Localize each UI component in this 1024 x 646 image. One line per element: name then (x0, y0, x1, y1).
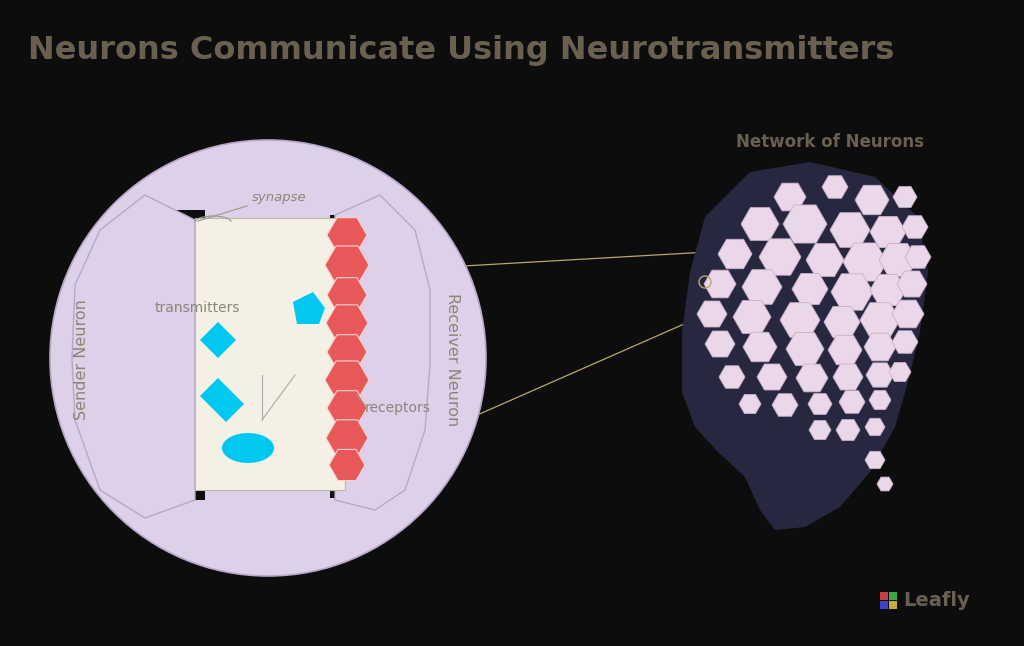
Polygon shape (145, 210, 205, 500)
Polygon shape (743, 332, 777, 362)
Text: Network of Neurons: Network of Neurons (736, 133, 924, 151)
Polygon shape (325, 246, 369, 284)
Polygon shape (839, 391, 865, 413)
Polygon shape (327, 335, 367, 370)
Polygon shape (200, 322, 236, 358)
Polygon shape (833, 364, 863, 390)
Polygon shape (742, 269, 782, 304)
Polygon shape (897, 271, 927, 297)
Polygon shape (893, 187, 918, 207)
Polygon shape (808, 393, 831, 414)
Polygon shape (330, 215, 390, 498)
Polygon shape (757, 364, 787, 390)
Polygon shape (822, 176, 848, 198)
Polygon shape (796, 364, 828, 392)
Polygon shape (774, 183, 806, 211)
Polygon shape (889, 362, 911, 382)
Polygon shape (682, 162, 928, 530)
Polygon shape (697, 301, 727, 327)
Polygon shape (195, 218, 345, 490)
Polygon shape (870, 275, 906, 306)
Text: Sender Neuron: Sender Neuron (75, 300, 89, 421)
Polygon shape (705, 331, 735, 357)
Polygon shape (718, 239, 752, 269)
Polygon shape (792, 273, 828, 304)
Polygon shape (719, 366, 745, 388)
Polygon shape (865, 419, 885, 435)
Polygon shape (866, 363, 894, 387)
Polygon shape (326, 420, 368, 456)
Polygon shape (855, 185, 889, 214)
Polygon shape (824, 306, 860, 338)
Polygon shape (905, 245, 931, 268)
Circle shape (50, 140, 486, 576)
Polygon shape (780, 303, 820, 337)
Polygon shape (879, 244, 918, 276)
Polygon shape (880, 601, 888, 609)
Polygon shape (831, 274, 873, 310)
Polygon shape (739, 395, 761, 413)
Text: Neurons Communicate Using Neurotransmitters: Neurons Communicate Using Neurotransmitt… (28, 34, 894, 65)
Polygon shape (869, 390, 891, 410)
Polygon shape (870, 216, 906, 247)
Polygon shape (877, 477, 893, 491)
Polygon shape (860, 303, 900, 337)
Polygon shape (772, 394, 798, 416)
Polygon shape (889, 592, 897, 600)
Polygon shape (880, 592, 888, 600)
Text: transmitters: transmitters (155, 301, 241, 315)
Polygon shape (705, 270, 736, 298)
Polygon shape (786, 333, 824, 366)
Text: Receiver Neuron: Receiver Neuron (444, 293, 460, 426)
Polygon shape (783, 205, 827, 243)
Polygon shape (828, 335, 862, 365)
Polygon shape (865, 452, 885, 468)
Polygon shape (741, 207, 779, 240)
Ellipse shape (222, 433, 274, 463)
Polygon shape (806, 244, 844, 276)
Polygon shape (843, 243, 887, 281)
Polygon shape (836, 420, 860, 441)
Polygon shape (733, 300, 771, 333)
Polygon shape (335, 195, 430, 510)
Polygon shape (200, 378, 244, 422)
Text: Leafly: Leafly (903, 590, 970, 609)
Polygon shape (830, 213, 870, 247)
Polygon shape (759, 239, 801, 275)
Polygon shape (889, 601, 897, 609)
Polygon shape (329, 450, 365, 481)
Polygon shape (809, 421, 831, 439)
Polygon shape (327, 391, 367, 425)
Polygon shape (293, 292, 325, 324)
Polygon shape (327, 278, 367, 312)
Polygon shape (864, 333, 896, 361)
Text: receptors: receptors (365, 401, 431, 415)
Polygon shape (72, 195, 195, 518)
Polygon shape (327, 218, 367, 253)
Polygon shape (325, 361, 369, 399)
Polygon shape (902, 216, 928, 238)
Polygon shape (892, 300, 924, 328)
Polygon shape (326, 305, 368, 341)
Text: synapse: synapse (252, 191, 306, 204)
Polygon shape (892, 331, 918, 353)
